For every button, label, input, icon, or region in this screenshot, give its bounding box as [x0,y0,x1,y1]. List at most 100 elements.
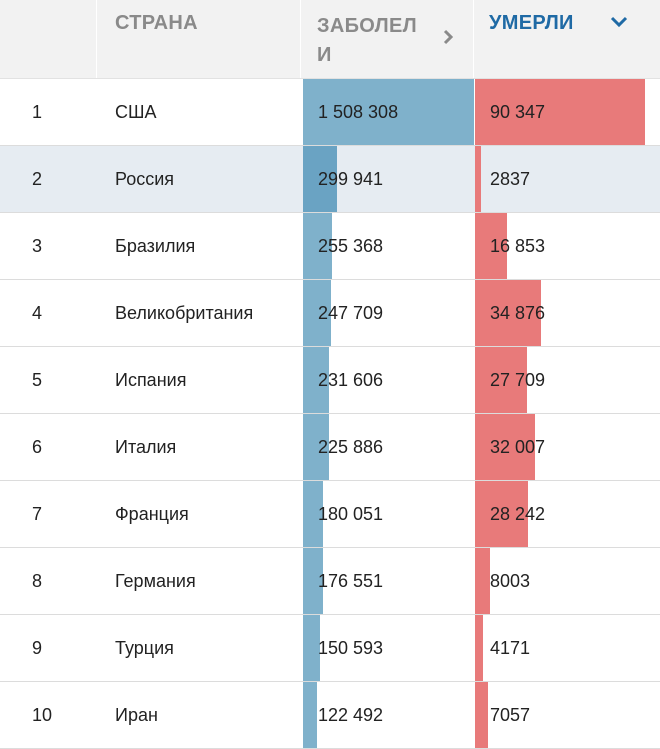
header-deaths-label: УМЕРЛИ [489,12,574,34]
table-row[interactable]: 9 Турция 150 593 4171 [0,615,660,682]
row-deaths-value: 16 853 [490,236,546,256]
deaths-bar [475,347,527,413]
table-body: 1 США 1 508 308 90 347 2 Россия 299 941 2837 3 Бр… [0,79,660,749]
table-row[interactable]: 1 США 1 508 308 90 347 [0,79,660,146]
row-deaths-cell: 16 853 [475,213,660,279]
row-deaths-cell: 27 709 [475,347,660,413]
row-deaths-value: 28 242 [490,504,546,524]
row-cases-cell: 299 941 [303,146,474,212]
row-country: Франция [115,504,189,524]
deaths-bar [475,615,483,681]
row-country: Германия [115,571,196,591]
cases-bar [303,414,329,480]
table-row[interactable]: 3 Бразилия 255 368 16 853 [0,213,660,280]
cases-bar [303,146,337,212]
header-rank [0,0,97,78]
header-cases[interactable]: ЗАБОЛЕЛИ [301,0,474,78]
table-row[interactable]: 7 Франция 180 051 28 242 [0,481,660,548]
row-cases-value: 255 368 [318,236,384,256]
row-cases-value: 299 941 [318,169,384,189]
header-country[interactable]: СТРАНА [97,0,301,78]
table-row[interactable]: 8 Германия 176 551 8003 [0,548,660,615]
deaths-bar [475,280,541,346]
row-cases-value: 122 492 [318,705,384,725]
cases-bar [303,213,332,279]
row-rank: 3 [32,236,43,256]
row-deaths-value: 90 347 [490,102,546,122]
row-cases-value: 225 886 [318,437,384,457]
row-deaths-value: 7057 [490,705,531,725]
cases-bar [303,615,320,681]
row-deaths-cell: 32 007 [475,414,660,480]
header-country-label: СТРАНА [115,12,198,34]
row-cases-value: 176 551 [318,571,384,591]
deaths-bar [475,213,507,279]
row-rank: 6 [32,437,43,457]
row-cases-cell: 255 368 [303,213,474,279]
cases-bar [303,280,331,346]
row-country: Иран [115,705,158,725]
row-deaths-value: 27 709 [490,370,546,390]
row-country: Бразилия [115,236,196,256]
row-rank: 10 [32,705,53,725]
row-deaths-cell: 34 876 [475,280,660,346]
table-row[interactable]: 4 Великобритания 247 709 34 876 [0,280,660,347]
row-cases-value: 180 051 [318,504,384,524]
row-rank: 7 [32,504,43,524]
row-deaths-cell: 7057 [475,682,660,748]
row-rank: 8 [32,571,43,591]
row-country: Испания [115,370,187,390]
row-cases-value: 247 709 [318,303,384,323]
row-country: Турция [115,638,174,658]
deaths-bar [475,146,481,212]
row-cases-cell: 247 709 [303,280,474,346]
row-deaths-cell: 8003 [475,548,660,614]
row-rank: 5 [32,370,43,390]
row-deaths-cell: 4171 [475,615,660,681]
row-cases-cell: 150 593 [303,615,474,681]
table-row[interactable]: 10 Иран 122 492 7057 [0,682,660,749]
cases-bar [303,79,474,145]
row-cases-value: 231 606 [318,370,384,390]
deaths-bar [475,548,490,614]
row-deaths-value: 8003 [490,571,531,591]
row-rank: 4 [32,303,43,323]
table-row[interactable]: 5 Испания 231 606 27 709 [0,347,660,414]
cases-bar [303,548,323,614]
table-header: СТРАНА ЗАБОЛЕЛИ УМЕРЛИ [0,0,660,79]
cases-bar [303,682,317,748]
row-country: Россия [115,169,175,189]
row-deaths-value: 34 876 [490,303,546,323]
row-deaths-cell: 28 242 [475,481,660,547]
row-cases-value: 150 593 [318,638,384,658]
deaths-bar [475,79,645,145]
cases-bar [303,481,323,547]
chevron-down-icon[interactable] [609,14,629,30]
row-deaths-value: 2837 [490,169,531,189]
row-cases-cell: 225 886 [303,414,474,480]
chevron-right-icon[interactable] [439,28,457,46]
deaths-bar [475,414,535,480]
header-deaths[interactable]: УМЕРЛИ [474,0,660,78]
row-country: Великобритания [115,303,254,323]
cases-bar [303,347,329,413]
row-cases-cell: 122 492 [303,682,474,748]
row-cases-cell: 1 508 308 [303,79,474,145]
row-deaths-value: 4171 [490,638,531,658]
row-cases-cell: 231 606 [303,347,474,413]
row-cases-value: 1 508 308 [318,102,399,122]
row-cases-cell: 180 051 [303,481,474,547]
row-deaths-value: 32 007 [490,437,546,457]
row-cases-cell: 176 551 [303,548,474,614]
table-row[interactable]: 6 Италия 225 886 32 007 [0,414,660,481]
deaths-bar [475,481,528,547]
row-rank: 1 [32,102,43,122]
header-cases-label: ЗАБОЛЕЛИ [317,15,417,66]
row-deaths-cell: 2837 [475,146,660,212]
row-rank: 2 [32,169,43,189]
row-country: США [115,102,157,122]
table-row[interactable]: 2 Россия 299 941 2837 [0,146,660,213]
row-deaths-cell: 90 347 [475,79,660,145]
deaths-bar [475,682,488,748]
